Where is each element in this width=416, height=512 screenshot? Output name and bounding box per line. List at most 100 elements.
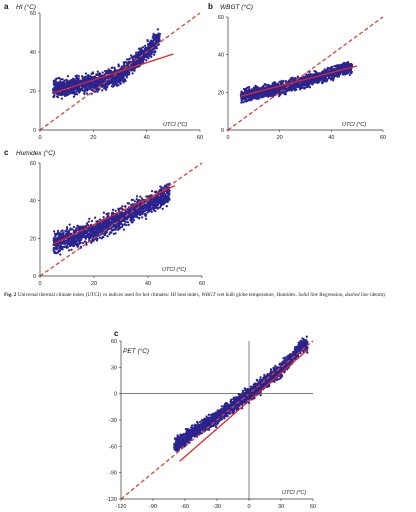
data-point bbox=[60, 86, 64, 90]
data-point bbox=[100, 237, 103, 240]
data-point bbox=[127, 223, 130, 226]
data-point bbox=[293, 85, 296, 89]
data-point bbox=[57, 86, 60, 89]
data-point bbox=[99, 81, 102, 84]
panel-letter: b bbox=[208, 2, 213, 11]
data-point bbox=[71, 228, 74, 231]
data-point bbox=[117, 218, 120, 221]
data-point bbox=[161, 195, 165, 198]
data-point bbox=[139, 195, 142, 198]
data-point bbox=[157, 39, 160, 42]
data-point bbox=[56, 229, 60, 233]
data-point bbox=[77, 75, 80, 78]
data-point bbox=[341, 65, 344, 68]
data-point bbox=[291, 83, 295, 87]
data-point bbox=[59, 241, 62, 244]
data-point bbox=[69, 92, 72, 95]
data-point bbox=[81, 231, 84, 234]
data-point bbox=[126, 221, 130, 224]
data-point bbox=[125, 223, 128, 227]
data-point bbox=[135, 212, 138, 215]
data-point bbox=[301, 82, 304, 85]
data-point bbox=[142, 57, 145, 61]
data-point bbox=[64, 229, 67, 233]
data-point bbox=[104, 69, 107, 73]
data-point bbox=[259, 93, 262, 97]
data-point bbox=[88, 77, 91, 80]
data-point bbox=[240, 101, 243, 104]
data-point bbox=[83, 236, 87, 239]
data-point bbox=[295, 88, 298, 91]
data-point bbox=[297, 85, 301, 88]
data-point bbox=[115, 78, 119, 81]
data-point bbox=[94, 225, 98, 229]
data-point bbox=[254, 89, 257, 92]
data-point bbox=[65, 227, 69, 231]
data-point bbox=[151, 202, 154, 206]
data-point bbox=[60, 236, 63, 239]
data-point bbox=[150, 53, 153, 56]
x-tick-label: 0 bbox=[38, 281, 41, 287]
data-point bbox=[113, 219, 116, 222]
data-point bbox=[308, 82, 311, 86]
data-point bbox=[105, 222, 108, 225]
data-point bbox=[61, 82, 64, 85]
data-point bbox=[129, 212, 133, 215]
data-point bbox=[59, 78, 62, 81]
y-tick-label: 60 bbox=[218, 15, 224, 21]
data-point bbox=[336, 73, 339, 77]
data-point bbox=[56, 238, 59, 241]
data-point bbox=[293, 77, 296, 80]
data-point bbox=[92, 225, 96, 228]
data-point bbox=[89, 74, 92, 78]
data-point bbox=[113, 66, 116, 69]
data-point bbox=[102, 225, 105, 228]
data-point bbox=[99, 224, 103, 227]
data-point bbox=[55, 252, 58, 255]
data-point bbox=[86, 88, 89, 92]
data-point bbox=[86, 223, 90, 227]
data-point bbox=[112, 228, 115, 232]
data-point bbox=[123, 214, 126, 217]
scatter-points bbox=[173, 335, 309, 453]
data-point bbox=[89, 234, 93, 238]
data-point bbox=[56, 231, 60, 234]
data-point bbox=[63, 79, 66, 82]
data-point bbox=[91, 72, 95, 75]
data-point bbox=[328, 67, 331, 70]
data-point bbox=[111, 82, 115, 86]
data-point bbox=[66, 74, 70, 78]
data-point bbox=[305, 80, 308, 83]
data-point bbox=[52, 80, 55, 83]
data-point bbox=[93, 216, 97, 219]
data-point bbox=[150, 210, 153, 214]
regression-line bbox=[240, 65, 358, 97]
data-point bbox=[267, 83, 270, 87]
data-point bbox=[60, 91, 63, 94]
data-point bbox=[138, 53, 141, 56]
x-tick-label: 60 bbox=[380, 135, 386, 141]
data-point bbox=[153, 190, 157, 194]
data-point bbox=[69, 228, 72, 231]
data-point bbox=[83, 92, 86, 96]
data-point bbox=[138, 210, 141, 213]
data-point bbox=[99, 230, 102, 233]
data-point bbox=[109, 69, 112, 72]
data-point bbox=[121, 224, 124, 227]
data-point bbox=[122, 81, 125, 84]
data-point bbox=[262, 92, 265, 95]
x-tick-label: 40 bbox=[145, 281, 151, 287]
data-point bbox=[59, 93, 62, 96]
data-point bbox=[325, 80, 328, 83]
data-point bbox=[134, 54, 137, 58]
data-point bbox=[270, 93, 273, 96]
data-point bbox=[72, 240, 75, 243]
data-point bbox=[322, 70, 325, 74]
data-point bbox=[129, 218, 132, 221]
data-point bbox=[155, 202, 159, 206]
data-point bbox=[118, 78, 121, 82]
data-point bbox=[327, 77, 330, 80]
data-point bbox=[294, 83, 298, 86]
data-point bbox=[118, 226, 121, 229]
data-point bbox=[335, 71, 338, 75]
